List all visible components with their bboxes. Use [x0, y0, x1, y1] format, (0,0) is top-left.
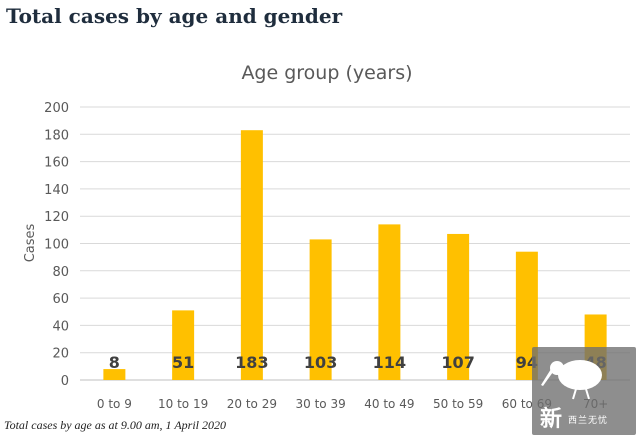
y-tick-label: 60 [52, 292, 69, 307]
data-label: 103 [304, 353, 337, 372]
watermark-text: 西兰无忧 [568, 416, 609, 426]
watermark: 新 西兰无忧 [532, 347, 636, 435]
figure-caption: Total cases by age as at 9.00 am, 1 Apri… [4, 418, 227, 432]
x-tick-label: 30 to 39 [296, 397, 346, 411]
data-label: 8 [109, 353, 120, 372]
x-tick-label: 40 to 49 [364, 397, 414, 411]
y-tick-label: 140 [44, 183, 69, 198]
bar [240, 130, 263, 380]
x-tick-label: 0 to 9 [97, 397, 132, 411]
bar [378, 224, 401, 380]
bar [103, 369, 126, 380]
data-label: 51 [172, 353, 194, 372]
y-tick-label: 20 [52, 347, 69, 362]
bar [172, 310, 195, 380]
bar [309, 239, 332, 380]
y-tick-label: 0 [61, 374, 69, 389]
y-tick-label: 80 [52, 265, 69, 280]
chart-title: Age group (years) [241, 62, 412, 84]
x-tick-labels: 0 to 9 10 to 19 20 to 29 30 to 39 40 to 49 50… [97, 397, 608, 411]
y-tick-label: 180 [44, 128, 69, 143]
gridlines [80, 106, 630, 381]
bars [103, 130, 607, 380]
watermark-char: 新 [540, 407, 563, 432]
y-tick-label: 100 [44, 238, 69, 253]
y-tick-labels: 0 20 40 60 80 100 120 140 160 180 200 [44, 101, 69, 389]
y-tick-label: 40 [52, 319, 69, 334]
x-tick-label: 10 to 19 [158, 397, 208, 411]
data-label: 114 [373, 353, 406, 372]
y-tick-label: 200 [44, 101, 69, 116]
data-label: 107 [441, 353, 474, 372]
y-tick-label: 160 [44, 156, 69, 171]
page-title: Total cases by age and gender [6, 4, 343, 28]
y-axis-label: Cases [23, 223, 38, 262]
x-tick-label: 50 to 59 [433, 397, 483, 411]
bar [447, 233, 470, 380]
kiwi-bird-icon [541, 360, 602, 400]
y-tick-label: 120 [44, 210, 69, 225]
data-label: 183 [235, 353, 268, 372]
x-tick-label: 20 to 29 [227, 397, 277, 411]
